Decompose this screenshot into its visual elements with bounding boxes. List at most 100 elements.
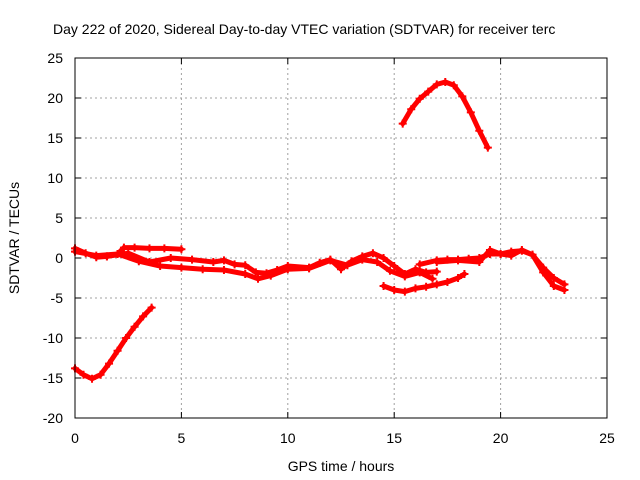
- data-point: [422, 268, 431, 277]
- data-point: [432, 80, 441, 89]
- data-point: [241, 270, 250, 278]
- data-point: [160, 244, 169, 253]
- data-point: [483, 143, 492, 152]
- tick-layer: [74, 57, 608, 419]
- data-point: [507, 251, 516, 260]
- data-point: [88, 374, 97, 383]
- data-point: [424, 87, 433, 96]
- data-point: [113, 346, 122, 355]
- data-point: [432, 280, 441, 289]
- y-tick-label: 10: [47, 170, 63, 186]
- data-point: [400, 270, 409, 278]
- data-point: [422, 282, 431, 291]
- data-point: [443, 278, 452, 286]
- data-point: [411, 265, 420, 274]
- data-point: [230, 260, 239, 269]
- data-point: [441, 78, 450, 86]
- x-tick-label: 25: [599, 430, 615, 446]
- data-point: [398, 119, 407, 128]
- y-tick-label: 25: [47, 50, 63, 66]
- x-axis-title: GPS time / hours: [288, 458, 395, 474]
- x-tick-label: 10: [280, 430, 296, 446]
- data-point: [517, 246, 526, 254]
- data-point: [326, 255, 335, 264]
- data-point: [315, 258, 324, 267]
- data-point: [209, 258, 218, 266]
- plot-frame: [74, 57, 608, 419]
- data-point: [379, 282, 388, 290]
- data-point: [411, 284, 420, 293]
- data-point: [147, 303, 156, 312]
- data-point: [432, 267, 441, 276]
- data-point: [337, 265, 345, 274]
- data-point: [145, 244, 154, 253]
- data-point: [415, 94, 424, 103]
- data-point: [407, 105, 416, 114]
- data-point: [130, 243, 139, 252]
- data-point: [390, 286, 399, 294]
- data-point: [466, 108, 475, 117]
- data-point: [177, 245, 186, 254]
- chart-title: Day 222 of 2020, Sidereal Day-to-day VTE…: [53, 21, 555, 37]
- data-point: [368, 249, 377, 258]
- data-point: [177, 263, 186, 272]
- label-layer: 0 5 10 15 20 25 -20 -15 -10 -5 0 5 10 15 20 25: [43, 50, 615, 446]
- data-point: [241, 261, 250, 270]
- data-point: [188, 255, 197, 264]
- data-point: [124, 249, 133, 258]
- x-tick-label: 0: [71, 430, 79, 446]
- data-point: [105, 359, 114, 368]
- x-tick-label: 15: [386, 430, 402, 446]
- data-point: [102, 252, 111, 261]
- y-tick-label: 15: [47, 130, 63, 146]
- data-point: [358, 252, 367, 261]
- data-point: [139, 312, 148, 321]
- data-point: [305, 263, 314, 272]
- series-arc-low-left: [72, 305, 155, 382]
- data-point: [485, 246, 494, 254]
- data-point: [122, 334, 131, 342]
- x-tick-label: 20: [493, 430, 509, 446]
- data-point: [454, 256, 463, 265]
- data-point: [449, 81, 458, 90]
- data-point: [254, 274, 263, 283]
- y-tick-label: 0: [55, 250, 63, 266]
- y-tick-label: -10: [43, 330, 63, 346]
- data-point: [454, 274, 463, 282]
- x-tick-label: 5: [178, 430, 186, 446]
- data-point: [92, 251, 101, 260]
- data-point: [428, 274, 437, 283]
- data-point: [432, 258, 441, 266]
- data-point: [528, 250, 537, 259]
- y-tick-label: 5: [55, 210, 63, 226]
- data-point: [379, 254, 388, 262]
- data-point: [262, 269, 271, 278]
- data-point: [390, 262, 399, 270]
- data-point: [373, 258, 382, 266]
- data-point: [549, 274, 558, 282]
- data-point: [156, 262, 165, 270]
- data-point: [539, 268, 548, 277]
- y-tick-label: -15: [43, 370, 63, 386]
- data-point: [475, 126, 484, 135]
- data-point: [283, 262, 292, 270]
- data-point: [415, 260, 424, 269]
- data-point: [496, 250, 505, 258]
- data-point: [198, 265, 207, 274]
- data-point: [273, 266, 282, 274]
- data-point: [347, 257, 356, 266]
- y-tick-label: -20: [43, 410, 63, 426]
- data-point: [145, 258, 154, 266]
- data-point: [96, 370, 105, 379]
- data-point: [400, 287, 409, 296]
- data-point: [251, 268, 260, 277]
- y-tick-label: 20: [47, 90, 63, 106]
- data-point: [166, 254, 175, 262]
- data-point: [119, 243, 128, 252]
- data-point: [560, 286, 569, 294]
- y-tick-label: -5: [51, 290, 64, 306]
- y-axis-title: SDTVAR / TECUs: [6, 182, 22, 294]
- data-point: [385, 266, 394, 275]
- data-point: [79, 370, 88, 379]
